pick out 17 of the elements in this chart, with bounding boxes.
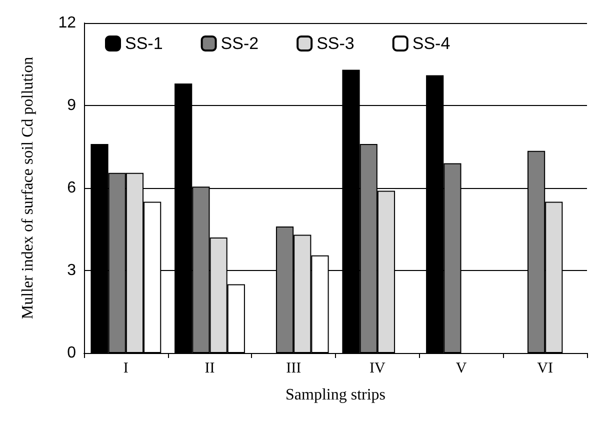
y-tick-label: 12 xyxy=(58,14,76,32)
x-tick-label: I xyxy=(123,360,128,376)
x-tick-label: VI xyxy=(537,360,553,376)
legend-label: SS-2 xyxy=(220,34,259,53)
legend-label: SS-4 xyxy=(412,34,450,53)
legend-label: SS-3 xyxy=(316,34,354,53)
x-tick-label: IV xyxy=(370,360,386,376)
y-tick-label: 0 xyxy=(67,344,76,362)
legend-label: SS-1 xyxy=(125,34,163,53)
x-tick-label: II xyxy=(204,360,215,376)
y-tick-label: 9 xyxy=(67,97,76,114)
y-tick-label: 6 xyxy=(67,180,76,196)
x-tick-label: V xyxy=(456,360,467,376)
x-axis-title: Sampling strips xyxy=(285,386,386,404)
x-tick-label: III xyxy=(286,360,302,376)
y-axis-title: Muller index of surface soil Cd pollution xyxy=(20,56,36,320)
y-tick-label: 3 xyxy=(67,262,76,279)
